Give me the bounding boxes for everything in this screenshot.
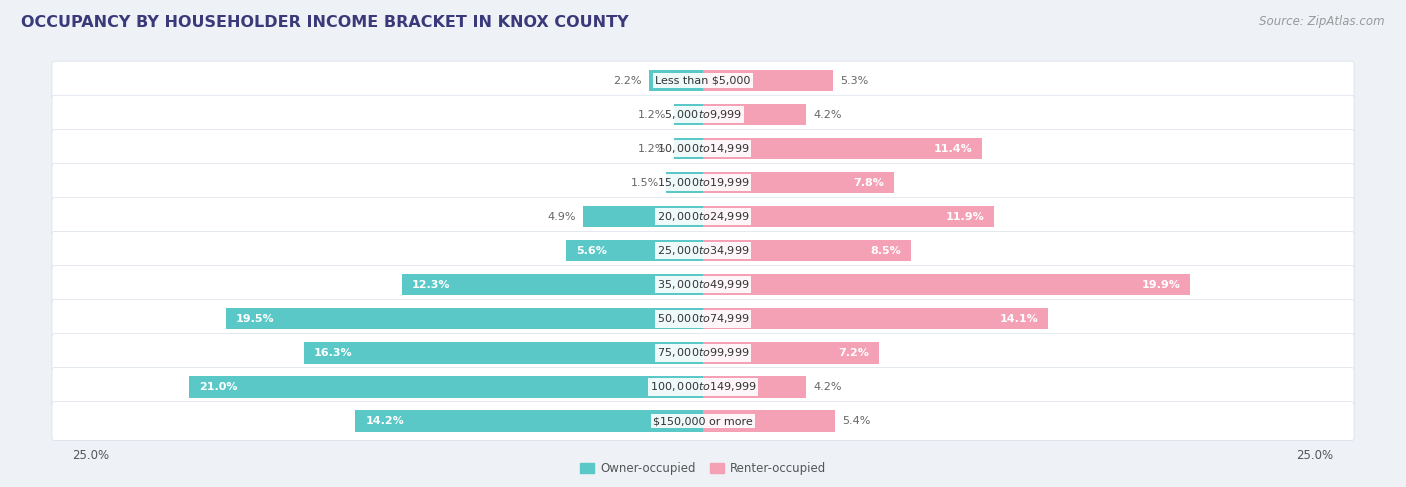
Text: 12.3%: 12.3% <box>412 280 450 290</box>
Bar <box>703 376 806 397</box>
Text: 4.9%: 4.9% <box>547 212 575 222</box>
FancyBboxPatch shape <box>52 334 1354 373</box>
Bar <box>703 138 981 159</box>
Text: $10,000 to $14,999: $10,000 to $14,999 <box>657 142 749 155</box>
Bar <box>304 342 703 363</box>
FancyBboxPatch shape <box>52 402 1354 440</box>
Bar <box>703 172 894 193</box>
Bar <box>703 104 806 125</box>
FancyBboxPatch shape <box>52 95 1354 134</box>
Text: $75,000 to $99,999: $75,000 to $99,999 <box>657 346 749 359</box>
Text: 1.2%: 1.2% <box>638 110 666 120</box>
FancyBboxPatch shape <box>52 163 1354 202</box>
Bar <box>402 274 703 296</box>
Text: OCCUPANCY BY HOUSEHOLDER INCOME BRACKET IN KNOX COUNTY: OCCUPANCY BY HOUSEHOLDER INCOME BRACKET … <box>21 15 628 30</box>
Text: 11.4%: 11.4% <box>934 144 972 154</box>
Bar <box>226 308 703 329</box>
Text: $100,000 to $149,999: $100,000 to $149,999 <box>650 380 756 393</box>
Bar <box>673 104 703 125</box>
Bar <box>666 172 703 193</box>
Bar <box>703 342 879 363</box>
Bar <box>703 308 1047 329</box>
Text: 4.2%: 4.2% <box>813 382 842 392</box>
FancyBboxPatch shape <box>52 197 1354 236</box>
Text: 5.6%: 5.6% <box>575 246 606 256</box>
Bar <box>356 411 703 431</box>
Text: $25,000 to $34,999: $25,000 to $34,999 <box>657 244 749 257</box>
Text: $50,000 to $74,999: $50,000 to $74,999 <box>657 312 749 325</box>
Text: 2.2%: 2.2% <box>613 75 641 86</box>
Text: 1.5%: 1.5% <box>631 178 659 187</box>
Text: 19.9%: 19.9% <box>1142 280 1180 290</box>
Bar <box>703 206 994 227</box>
Text: 7.8%: 7.8% <box>853 178 884 187</box>
Bar <box>703 70 832 91</box>
Text: 5.3%: 5.3% <box>839 75 869 86</box>
Text: 14.1%: 14.1% <box>1000 314 1038 324</box>
Bar <box>650 70 703 91</box>
Text: $20,000 to $24,999: $20,000 to $24,999 <box>657 210 749 223</box>
Text: $150,000 or more: $150,000 or more <box>654 416 752 426</box>
Text: 7.2%: 7.2% <box>838 348 869 358</box>
Bar <box>583 206 703 227</box>
Text: 5.4%: 5.4% <box>842 416 870 426</box>
Text: 19.5%: 19.5% <box>236 314 274 324</box>
Text: $35,000 to $49,999: $35,000 to $49,999 <box>657 279 749 291</box>
FancyBboxPatch shape <box>52 265 1354 304</box>
Bar <box>567 240 703 262</box>
Text: 21.0%: 21.0% <box>198 382 238 392</box>
Text: $15,000 to $19,999: $15,000 to $19,999 <box>657 176 749 189</box>
Text: $5,000 to $9,999: $5,000 to $9,999 <box>664 108 742 121</box>
Bar <box>673 138 703 159</box>
Text: Source: ZipAtlas.com: Source: ZipAtlas.com <box>1260 15 1385 28</box>
Text: Less than $5,000: Less than $5,000 <box>655 75 751 86</box>
Bar <box>703 411 835 431</box>
Text: 8.5%: 8.5% <box>870 246 901 256</box>
Text: 14.2%: 14.2% <box>366 416 404 426</box>
FancyBboxPatch shape <box>52 61 1354 100</box>
FancyBboxPatch shape <box>52 231 1354 270</box>
Bar <box>703 240 911 262</box>
Legend: Owner-occupied, Renter-occupied: Owner-occupied, Renter-occupied <box>575 457 831 480</box>
Text: 4.2%: 4.2% <box>813 110 842 120</box>
Text: 16.3%: 16.3% <box>314 348 353 358</box>
FancyBboxPatch shape <box>52 368 1354 406</box>
Text: 11.9%: 11.9% <box>946 212 984 222</box>
FancyBboxPatch shape <box>52 129 1354 168</box>
Bar <box>188 376 703 397</box>
FancyBboxPatch shape <box>52 300 1354 338</box>
Text: 1.2%: 1.2% <box>638 144 666 154</box>
Bar <box>703 274 1189 296</box>
